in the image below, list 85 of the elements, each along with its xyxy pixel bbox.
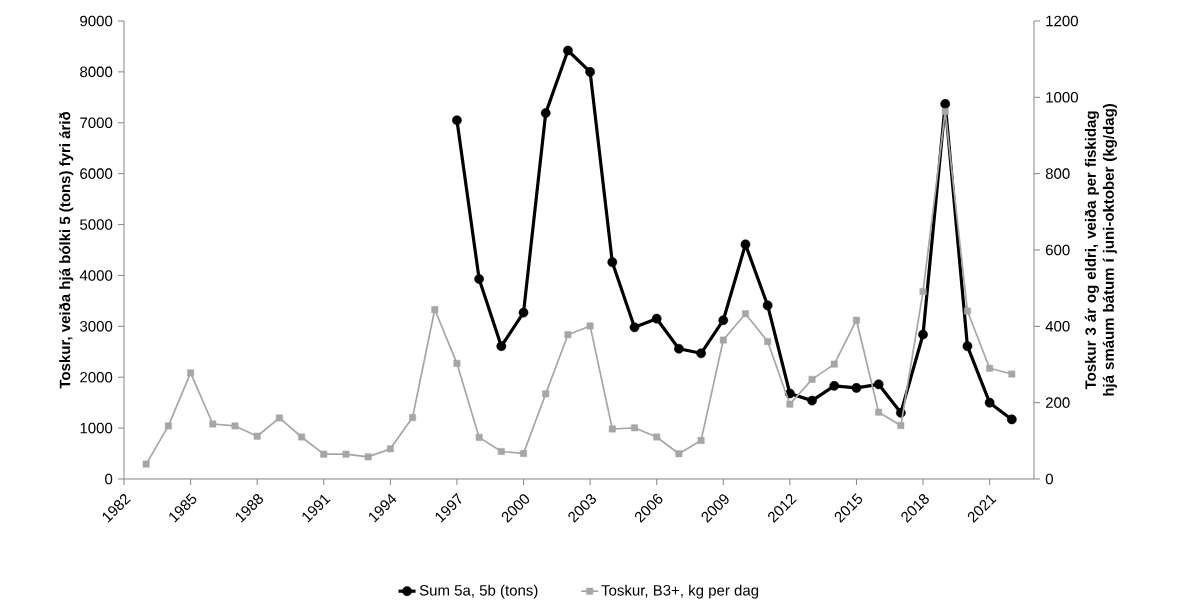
- point: [875, 408, 883, 416]
- y-tick-label: 2000: [80, 371, 113, 383]
- y2-tick-label: 800: [1045, 168, 1070, 179]
- point: [431, 306, 439, 313]
- point: [142, 460, 150, 468]
- point: [542, 390, 550, 398]
- point: [697, 437, 705, 444]
- point: [298, 433, 306, 441]
- point: [873, 379, 884, 390]
- point: [963, 307, 971, 315]
- point: [940, 99, 951, 109]
- point: [475, 433, 483, 441]
- y-tick-label: 3000: [80, 321, 113, 332]
- point: [807, 395, 817, 406]
- point: [518, 307, 529, 318]
- y-tick-label: 4000: [79, 270, 113, 281]
- y2-tick-label: 1000: [1046, 92, 1078, 103]
- legend-label: Sum 5a, 5b (tons): [419, 584, 538, 599]
- point: [830, 360, 838, 368]
- y-tick-label: 7000: [80, 117, 113, 129]
- point: [364, 453, 372, 461]
- point: [496, 341, 507, 351]
- point: [718, 315, 729, 326]
- point: [742, 310, 749, 318]
- point: [653, 433, 661, 441]
- point: [629, 322, 640, 333]
- y-tick-label: 5000: [80, 219, 113, 230]
- point: [808, 375, 816, 383]
- point: [586, 322, 594, 330]
- point: [941, 108, 949, 115]
- point: [740, 239, 751, 250]
- point: [986, 364, 994, 372]
- point: [853, 316, 860, 324]
- point: [452, 115, 462, 126]
- point: [275, 414, 283, 422]
- y2-tick-label: 600: [1045, 244, 1070, 256]
- point: [386, 445, 394, 453]
- point: [320, 450, 328, 458]
- point: [851, 383, 862, 393]
- point: [497, 448, 505, 455]
- y-tick-label: 8000: [80, 66, 113, 78]
- point: [164, 422, 172, 430]
- point: [651, 313, 662, 324]
- point: [984, 397, 995, 408]
- point: [631, 424, 638, 432]
- point: [409, 414, 416, 421]
- y-tick-label: 1000: [80, 422, 113, 434]
- point: [563, 45, 573, 56]
- point: [342, 450, 350, 458]
- y-tick-label: 9000: [80, 15, 113, 27]
- point: [607, 257, 618, 268]
- y2-tick-label: 1200: [1046, 15, 1078, 27]
- point: [897, 422, 905, 429]
- y2-axis-title: Toskur 3 ár og eldri, veiða per fiskidag hjá smáum bátum í juni-oktober (kg/dag): [1084, 104, 1117, 396]
- point: [675, 450, 683, 458]
- point: [608, 425, 616, 433]
- point: [719, 336, 727, 344]
- point: [1006, 414, 1017, 425]
- point: [919, 288, 927, 296]
- point: [209, 420, 217, 428]
- point: [962, 341, 973, 351]
- point: [520, 449, 527, 457]
- point: [474, 274, 484, 284]
- y-tick-label: 0: [105, 473, 113, 485]
- point: [187, 369, 195, 377]
- point: [762, 300, 773, 311]
- point: [696, 348, 706, 359]
- point: [786, 400, 794, 408]
- point: [918, 329, 928, 340]
- point: [540, 108, 551, 118]
- point: [231, 422, 239, 430]
- point: [564, 331, 572, 339]
- y2-tick-label: 200: [1045, 397, 1070, 408]
- point: [764, 338, 772, 346]
- point: [253, 432, 261, 440]
- point: [829, 381, 840, 391]
- y2-tick-label: 0: [1045, 473, 1053, 485]
- y2-tick-label: 400: [1045, 321, 1070, 332]
- point: [674, 343, 684, 354]
- legend-label: Toskur, B3+, kg per dag: [601, 584, 759, 599]
- y-tick-label: 6000: [80, 168, 113, 179]
- y-axis-title: Toskur, veiða hjá bólki 5 (tons) fyri árið: [59, 111, 74, 389]
- point: [585, 67, 595, 77]
- point: [453, 359, 461, 367]
- point: [1008, 370, 1016, 378]
